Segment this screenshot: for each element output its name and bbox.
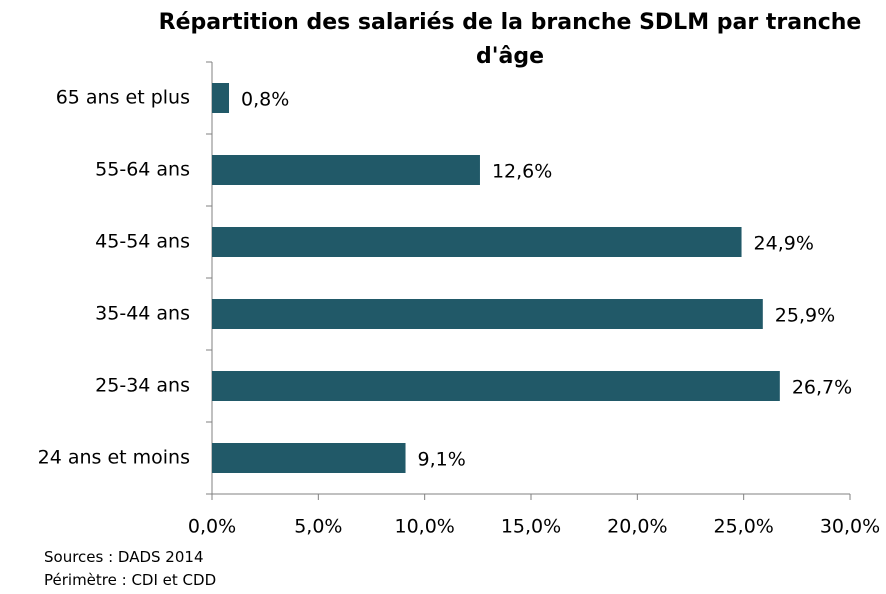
value-label: 12,6% (492, 161, 552, 183)
value-label: 9,1% (418, 449, 466, 471)
x-tick-label: 15,0% (501, 516, 561, 538)
bar (212, 443, 406, 473)
x-tick-label: 10,0% (394, 516, 454, 538)
value-label: 26,7% (792, 377, 852, 399)
y-tick-label: 65 ans et plus (56, 87, 190, 109)
source-note: Sources : DADS 2014 (44, 548, 204, 566)
scope-note: Périmètre : CDI et CDD (44, 571, 217, 589)
x-tick-label: 25,0% (713, 516, 773, 538)
y-tick-label: 25-34 ans (95, 375, 190, 397)
chart-title: Répartition des salariés de la branche S… (158, 10, 862, 69)
y-tick-label: 24 ans et moins (38, 447, 190, 469)
y-tick-label: 35-44 ans (95, 303, 190, 325)
bar (212, 155, 480, 185)
value-label: 25,9% (775, 305, 835, 327)
y-tick-label: 55-64 ans (95, 159, 190, 181)
x-tick-label: 0,0% (188, 516, 236, 538)
bar (212, 227, 742, 257)
x-tick-label: 20,0% (607, 516, 667, 538)
x-tick-label: 30,0% (820, 516, 880, 538)
bar (212, 83, 230, 113)
x-tick-label: 5,0% (294, 516, 342, 538)
value-label: 24,9% (754, 233, 814, 255)
bar (212, 371, 780, 401)
y-tick-label: 45-54 ans (95, 231, 190, 253)
bar (212, 299, 763, 329)
value-label: 0,8% (241, 89, 289, 111)
